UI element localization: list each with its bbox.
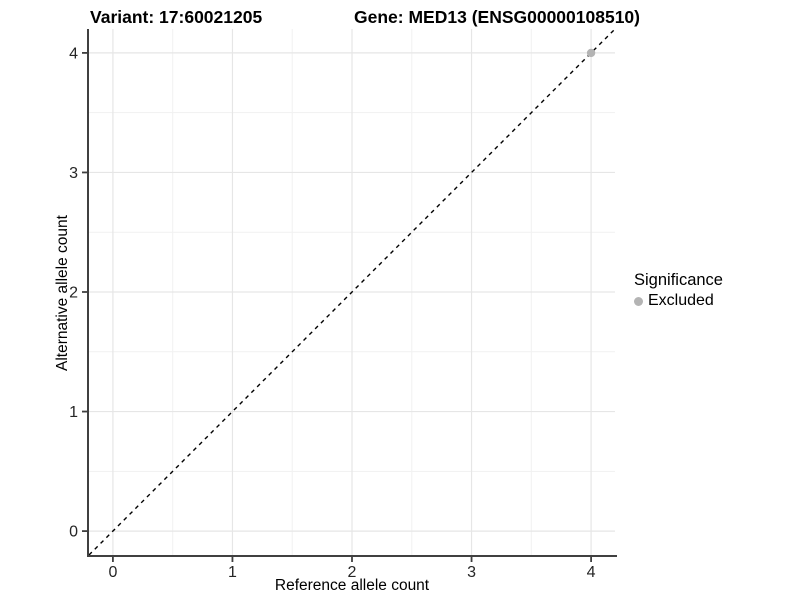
y-tick-label: 1 — [69, 404, 78, 421]
identity-reference-line — [88, 28, 616, 556]
y-tick-label: 4 — [69, 45, 78, 62]
legend-point-icon — [634, 296, 643, 306]
legend-entry-label: Excluded — [648, 292, 714, 309]
y-tick-label: 2 — [69, 285, 78, 302]
legend-title: Significance — [634, 271, 723, 289]
y-tick-label: 3 — [69, 165, 78, 182]
y-tick-label: 0 — [69, 524, 78, 541]
y-axis-title: Alternative allele count — [54, 215, 71, 371]
variant-title: Variant: 17:60021205 — [90, 7, 263, 27]
x-tick-label: 0 — [108, 564, 117, 581]
plot-title: Variant: 17:60021205 Gene: MED13 (ENSG00… — [90, 7, 640, 28]
gene-title: Gene: MED13 (ENSG00000108510) — [354, 7, 640, 27]
legend: Significance Excluded — [634, 270, 723, 310]
x-tick-label: 3 — [467, 564, 476, 581]
x-tick-label: 4 — [587, 564, 596, 581]
x-axis-title: Reference allele count — [274, 577, 430, 594]
x-tick-label: 2 — [348, 564, 357, 581]
legend-entry-excluded: Excluded — [634, 292, 723, 310]
x-tick-label: 1 — [228, 564, 237, 581]
data-point — [586, 48, 596, 58]
